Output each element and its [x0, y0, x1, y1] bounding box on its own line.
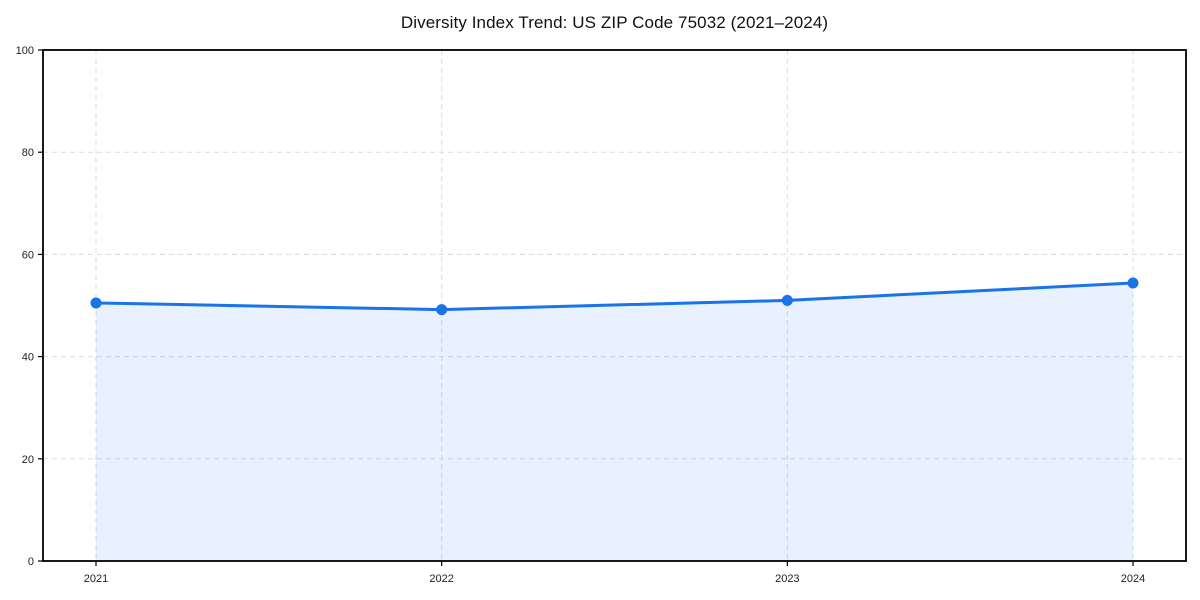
data-point-2021 — [90, 297, 102, 309]
y-tick-label-20: 20 — [22, 454, 34, 466]
plot-border — [42, 49, 1187, 562]
chart-title: Diversity Index Trend: US ZIP Code 75032… — [400, 13, 829, 32]
trend-line — [94, 281, 1135, 312]
y-tick-label-80: 80 — [22, 147, 34, 159]
data-point-2023 — [781, 294, 793, 306]
y-tick-label-0: 0 — [28, 556, 34, 568]
x-tick-label-2022: 2022 — [429, 573, 453, 585]
x-tick-label-2021: 2021 — [84, 573, 108, 585]
y-tick-label-40: 40 — [22, 352, 34, 364]
area-fill — [96, 283, 1133, 561]
data-point-2022 — [436, 304, 448, 316]
data-point-2024 — [1127, 277, 1139, 289]
x-tick-label-2023: 2023 — [775, 573, 799, 585]
x-tick-label-2024: 2024 — [1121, 573, 1145, 585]
y-tick-label-100: 100 — [16, 45, 34, 57]
y-tick-label-60: 60 — [22, 249, 34, 261]
